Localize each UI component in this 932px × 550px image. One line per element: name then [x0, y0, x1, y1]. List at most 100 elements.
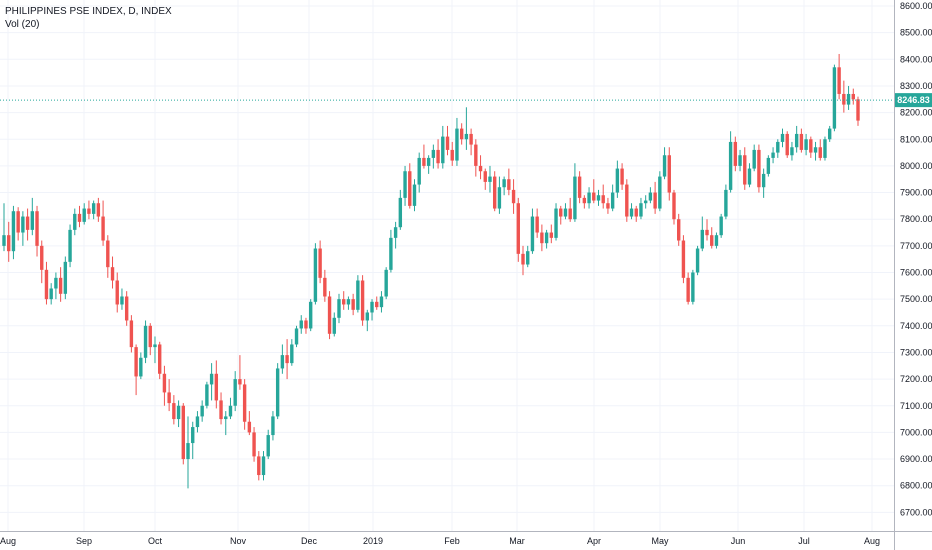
candle: [700, 216, 704, 252]
candle-body: [167, 392, 171, 404]
candle: [82, 203, 86, 225]
candle-body: [205, 384, 209, 406]
candle: [299, 315, 303, 334]
candle-body: [228, 405, 233, 417]
candle-body: [695, 248, 700, 273]
x-tick-label: Nov: [230, 536, 247, 546]
candle: [25, 208, 30, 241]
candle: [384, 267, 388, 300]
candle-body: [832, 67, 837, 129]
candle: [110, 256, 115, 289]
candle: [516, 197, 520, 262]
candle: [87, 200, 91, 220]
candle: [412, 179, 417, 212]
candle: [846, 85, 851, 110]
candle-body: [511, 189, 516, 204]
candle-body: [49, 288, 53, 300]
candle-body: [455, 128, 459, 161]
candle: [743, 147, 747, 190]
candle-body: [643, 200, 648, 204]
candle-body: [96, 203, 101, 217]
candle: [785, 131, 789, 158]
candle: [601, 184, 605, 209]
candle: [691, 269, 695, 305]
candle: [653, 181, 657, 214]
symbol-title[interactable]: PHILIPPINES PSE INDEX, D, INDEX: [5, 6, 172, 17]
candle-body: [733, 141, 738, 166]
candle: [610, 184, 615, 212]
candle-body: [308, 301, 313, 329]
x-tick-label: Jun: [731, 536, 746, 546]
candle-body: [842, 93, 846, 105]
candle: [856, 96, 860, 126]
candle-body: [724, 189, 728, 217]
candle-body: [54, 277, 58, 289]
candle-body: [412, 184, 417, 206]
candle-body: [620, 168, 624, 185]
candle-body: [422, 157, 426, 166]
y-tick-label: 7500.00: [900, 294, 932, 304]
x-tick-label: Dec: [301, 536, 318, 546]
y-tick-label: 8400.00: [900, 54, 932, 64]
candle-body: [780, 133, 785, 142]
candle-body: [497, 187, 502, 209]
candle-body: [710, 235, 714, 246]
candle: [639, 197, 643, 220]
candle-body: [568, 208, 572, 220]
candle: [771, 147, 775, 164]
candle-body: [610, 192, 615, 209]
candle-body: [686, 277, 690, 302]
y-tick-label: 8200.00: [900, 108, 932, 118]
candle: [115, 272, 119, 313]
candle: [172, 395, 176, 425]
candle-body: [469, 133, 473, 145]
y-tick-label: 7200.00: [900, 374, 932, 384]
candle: [191, 421, 195, 460]
candle-body: [323, 277, 327, 297]
candle-body: [186, 443, 190, 460]
y-tick-label: 8500.00: [900, 28, 932, 38]
candle-body: [35, 211, 39, 246]
candle-body: [318, 248, 322, 278]
candle-body: [823, 139, 827, 158]
candle: [332, 312, 336, 337]
x-tick-label: Mar: [509, 536, 525, 546]
candle: [266, 429, 270, 460]
candle: [271, 411, 275, 441]
candle-body: [408, 171, 412, 206]
candle-body: [700, 229, 704, 249]
candle: [379, 291, 384, 313]
candle: [238, 355, 242, 390]
candle-body: [728, 141, 733, 190]
last-price-marker: 8246.83: [0, 93, 932, 108]
candle: [261, 451, 266, 481]
candle-body: [77, 213, 82, 222]
candle-body: [794, 133, 799, 148]
y-tick-label: 8300.00: [900, 81, 932, 91]
candle-body: [200, 405, 204, 417]
candle-body: [464, 133, 469, 140]
x-tick-label: Oct: [148, 536, 163, 546]
candle: [214, 360, 219, 409]
candle-body: [606, 203, 610, 209]
candle: [733, 136, 738, 172]
y-tick-label: 8000.00: [900, 161, 932, 171]
candle: [568, 197, 572, 222]
candle: [181, 403, 185, 465]
candle-body: [639, 203, 643, 217]
candle-body: [827, 128, 832, 140]
candle-body: [771, 152, 775, 158]
candle: [549, 224, 554, 244]
candle-body: [209, 373, 214, 385]
candle-body: [214, 373, 219, 401]
volume-indicator-label[interactable]: Vol (20): [5, 19, 40, 30]
candle: [823, 136, 827, 161]
candle-body: [549, 232, 554, 238]
candle-body: [375, 301, 379, 308]
candle: [540, 224, 544, 252]
candle: [101, 200, 105, 246]
candle-body: [672, 192, 676, 220]
candle: [417, 152, 421, 193]
candle: [2, 203, 6, 252]
